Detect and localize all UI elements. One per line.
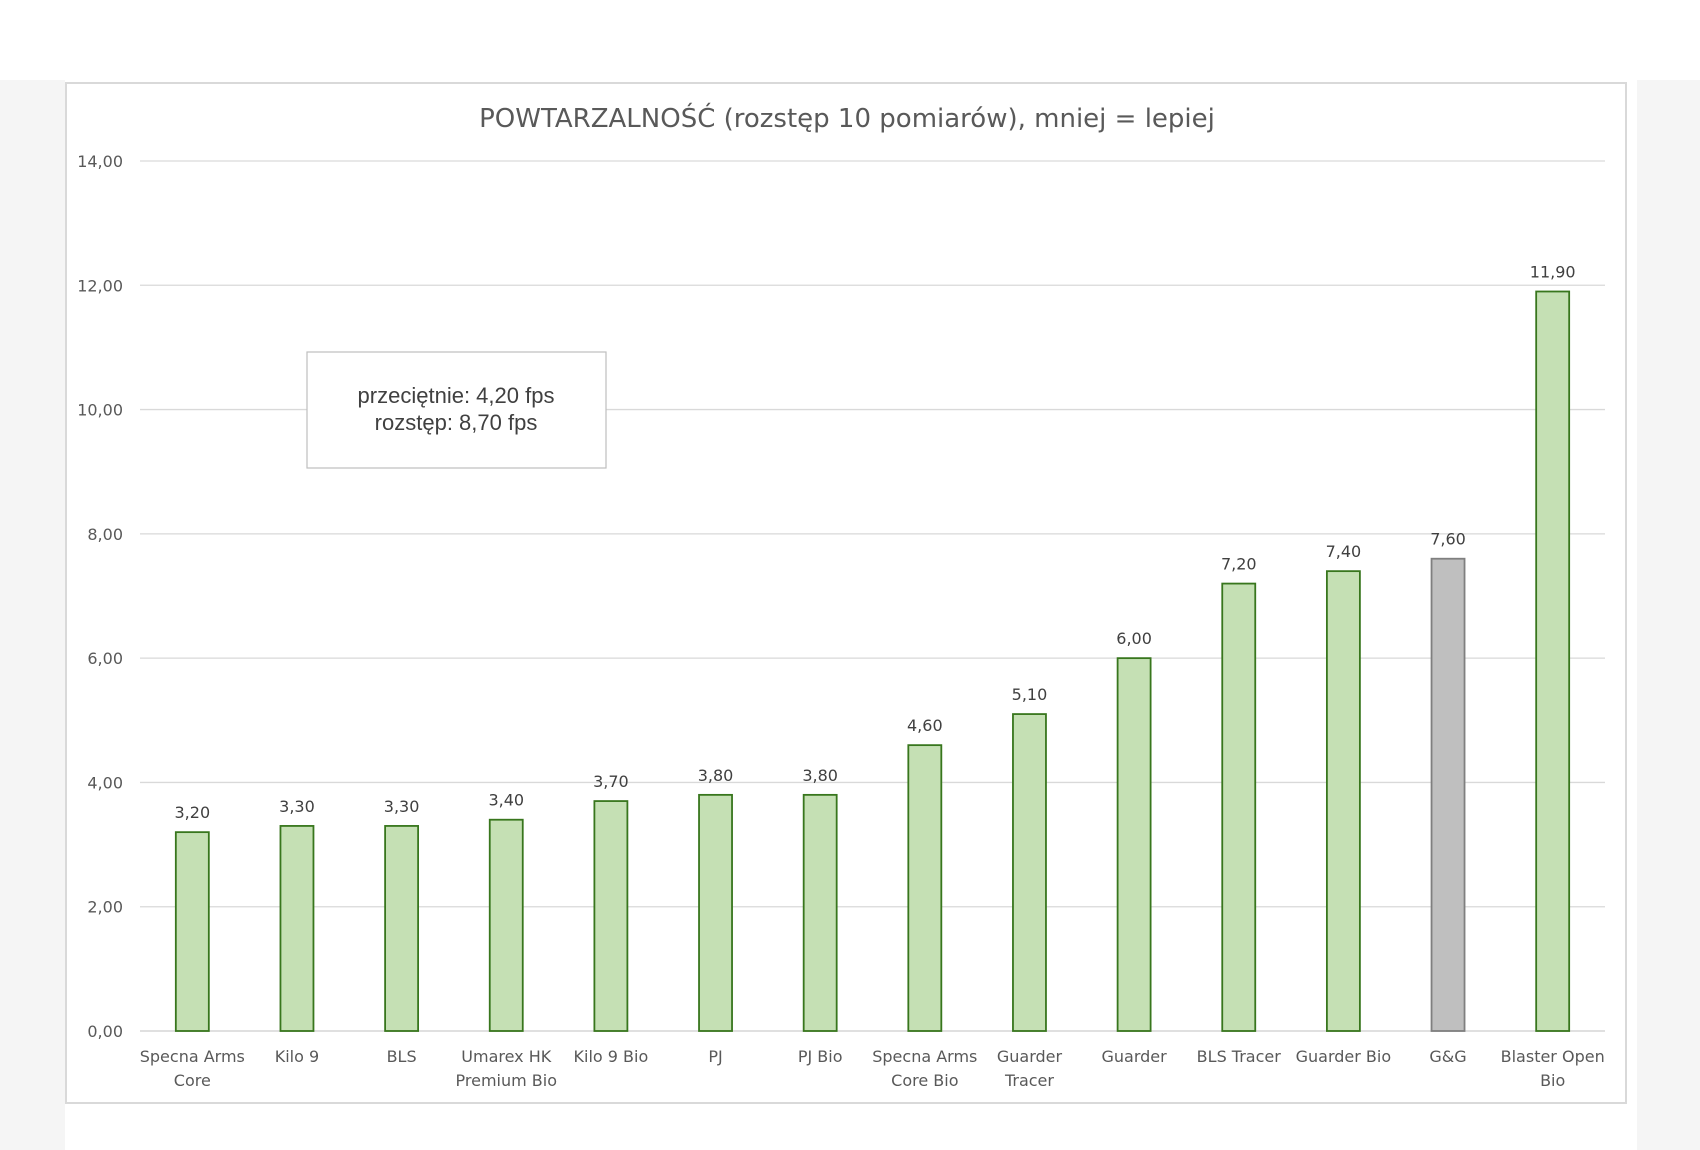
data-label: 3,20: [175, 803, 211, 822]
bar: [907, 744, 943, 1032]
bar: [1116, 657, 1152, 1032]
bar: [593, 800, 629, 1032]
y-tick-label: 0,00: [87, 1022, 123, 1041]
bar: [1430, 557, 1466, 1032]
data-label: 3,30: [279, 797, 315, 816]
category-label: Blaster Open Bio: [1501, 1047, 1605, 1090]
category-label: Guarder: [1101, 1047, 1167, 1066]
y-tick-label: 6,00: [87, 649, 123, 668]
bar: [1535, 290, 1571, 1032]
category-label: BLS: [387, 1047, 417, 1066]
chart-title: POWTARZALNOŚĆ (rozstęp 10 pomiarów), mni…: [479, 102, 1215, 134]
category-labels: Specna Arms Core Kilo 9 BLS Umarex HK Premium…: [140, 1047, 1605, 1090]
data-label: 3,30: [384, 797, 420, 816]
annotation-line-2: rozstęp: 8,70 fps: [375, 410, 538, 435]
chart-frame: [65, 82, 1627, 1104]
y-tick-label: 12,00: [77, 276, 123, 295]
bar: [488, 818, 524, 1032]
category-label: Specna Arms Core: [140, 1047, 245, 1090]
y-tick-label: 10,00: [77, 401, 123, 420]
data-label: 3,80: [698, 766, 734, 785]
annotation-line-1: przeciętnie: 4,20 fps: [358, 383, 555, 408]
y-tick-label: 4,00: [87, 773, 123, 792]
gridlines: [140, 160, 1605, 1032]
y-tick-label: 8,00: [87, 525, 123, 544]
bars: [174, 290, 1571, 1032]
data-label: 6,00: [1116, 629, 1152, 648]
data-label: 3,80: [802, 766, 838, 785]
category-label: Kilo 9 Bio: [574, 1047, 649, 1066]
data-label: 4,60: [907, 716, 943, 735]
category-label: BLS Tracer: [1197, 1047, 1282, 1066]
bar: [698, 793, 733, 1032]
bar: [1221, 582, 1257, 1032]
bar: [802, 793, 838, 1032]
data-label: 3,70: [593, 772, 629, 791]
bar: [174, 831, 210, 1032]
category-label: Kilo 9: [275, 1047, 319, 1066]
y-tick-label: 2,00: [87, 898, 123, 917]
left-margin: [0, 80, 65, 1150]
category-label: PJ: [708, 1047, 722, 1066]
category-label: Umarex HK Premium Bio: [456, 1047, 558, 1090]
data-label: 11,90: [1530, 263, 1576, 282]
data-label: 5,10: [1012, 685, 1048, 704]
data-labels: 3,20 3,30 3,30 3,40 3,70 3,80 3,80 4,60 5,10 6,00…: [175, 263, 1576, 823]
category-label: G&G: [1429, 1047, 1466, 1066]
y-axis-ticks: 0,00 2,00 4,00 6,00 8,00 10,00 12,00 14,00: [77, 152, 123, 1041]
bar: [1012, 713, 1047, 1032]
data-label: 7,60: [1430, 530, 1466, 549]
data-label: 7,20: [1221, 555, 1257, 574]
category-label: Specna Arms Core Bio: [872, 1047, 977, 1090]
data-label: 7,40: [1326, 542, 1362, 561]
category-label: Guarder Tracer: [997, 1047, 1063, 1090]
bar: [384, 825, 420, 1032]
category-label: Guarder Bio: [1296, 1047, 1392, 1066]
bar: [279, 825, 315, 1032]
category-label: PJ Bio: [798, 1047, 843, 1066]
annotation-box: przeciętnie: 4,20 fps rozstęp: 8,70 fps: [306, 351, 607, 469]
data-label: 3,40: [488, 791, 524, 810]
y-tick-label: 14,00: [77, 152, 123, 171]
right-margin: [1637, 80, 1700, 1150]
bar: [1325, 570, 1361, 1032]
